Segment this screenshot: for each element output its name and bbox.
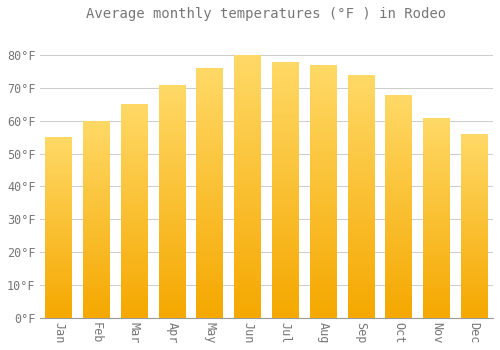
Bar bbox=[83, 121, 110, 317]
Bar bbox=[196, 68, 223, 317]
Bar bbox=[158, 85, 185, 317]
Bar bbox=[310, 65, 336, 317]
Bar bbox=[461, 134, 487, 317]
Bar bbox=[272, 62, 298, 317]
Bar bbox=[348, 75, 374, 317]
Bar bbox=[234, 55, 260, 317]
Bar bbox=[46, 137, 72, 317]
Title: Average monthly temperatures (°F ) in Rodeo: Average monthly temperatures (°F ) in Ro… bbox=[86, 7, 446, 21]
Bar bbox=[423, 118, 450, 317]
Bar bbox=[386, 94, 412, 317]
Bar bbox=[121, 104, 148, 317]
